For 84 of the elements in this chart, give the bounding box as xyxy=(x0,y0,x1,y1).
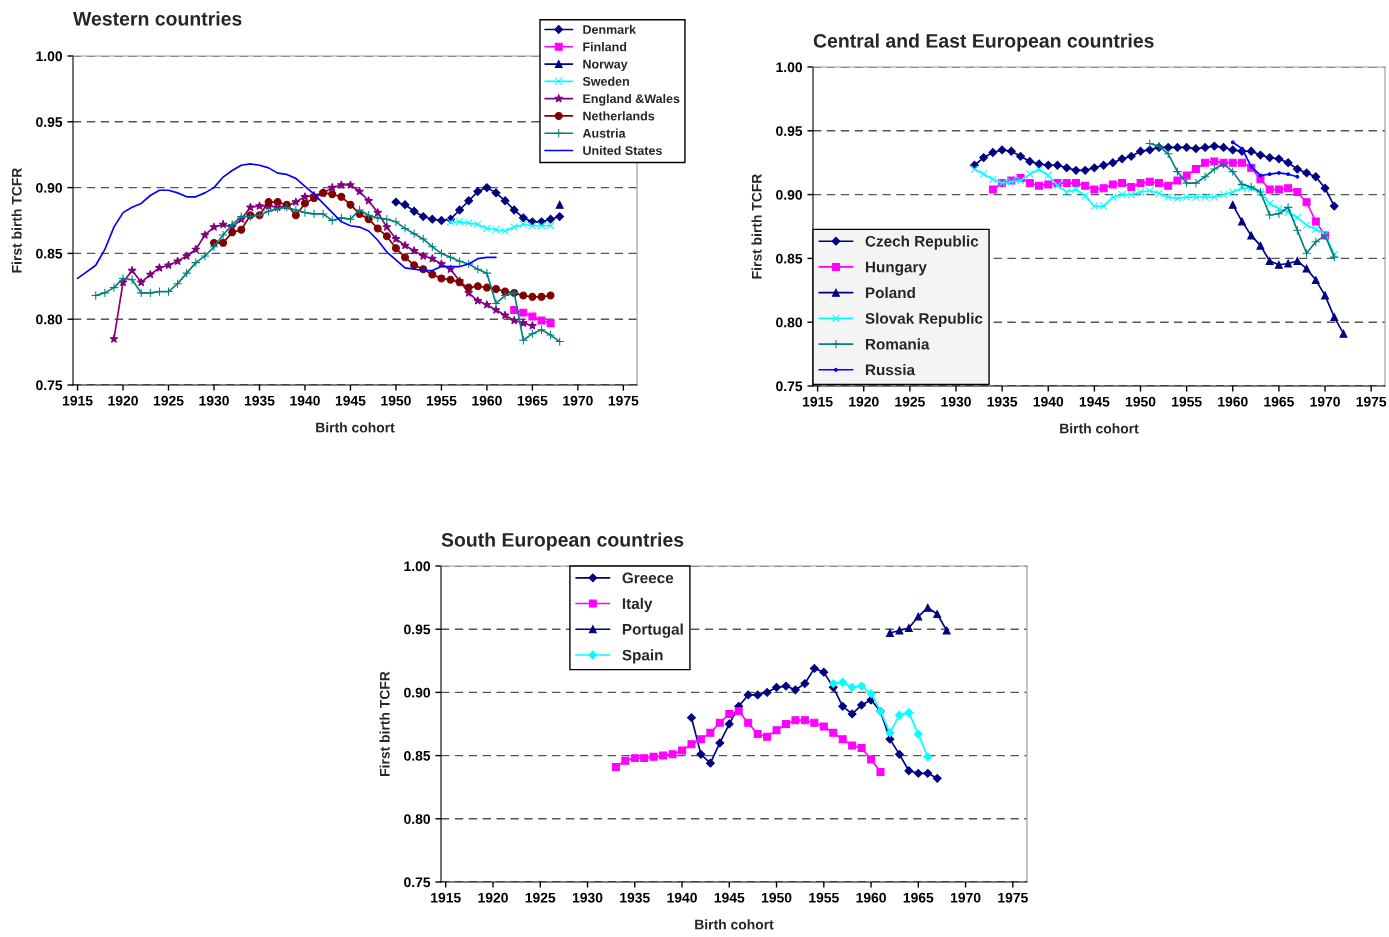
legend-label: Slovak Republic xyxy=(865,312,983,327)
y-tick-label: 0.90 xyxy=(36,182,63,193)
x-tick-label: 1970 xyxy=(1310,396,1340,407)
y-tick-label: 0.95 xyxy=(776,126,803,136)
legend-label: Austria xyxy=(582,128,626,138)
x-tick-label: 1915 xyxy=(803,396,833,407)
x-tick-label: 1920 xyxy=(849,396,879,407)
legend-label: Norway xyxy=(583,59,628,72)
legend-label: Finland xyxy=(583,42,627,52)
x-tick-label: 1940 xyxy=(1033,396,1064,407)
legend-label: Poland xyxy=(865,286,915,299)
legend-label: Sweden xyxy=(582,76,629,86)
y-axis-title: First birth TCFR xyxy=(11,167,22,273)
x-tick-label: 1955 xyxy=(1172,396,1202,407)
y-tick-label: 0.80 xyxy=(404,814,431,824)
y-tick-label: 0.80 xyxy=(36,314,63,325)
x-tick-label: 1975 xyxy=(998,892,1028,903)
y-tick-label: 0.85 xyxy=(776,253,803,264)
x-tick-label: 1915 xyxy=(62,395,93,406)
legend-label: Hungary xyxy=(865,261,927,276)
x-tick-label: 1940 xyxy=(667,892,697,903)
x-tick-label: 1940 xyxy=(290,395,320,406)
legend-label: Romania xyxy=(865,338,930,350)
x-tick-label: 1975 xyxy=(1356,396,1387,407)
y-tick-label: 0.90 xyxy=(776,189,803,200)
y-tick-label: 1.00 xyxy=(776,62,803,73)
x-tick-label: 1920 xyxy=(108,395,138,406)
x-tick-label: 1925 xyxy=(153,395,184,406)
x-tick-label: 1970 xyxy=(563,395,593,406)
x-tick-label: 1935 xyxy=(244,395,275,406)
x-tick-label: 1950 xyxy=(381,395,411,406)
x-tick-label: 1930 xyxy=(941,396,971,407)
x-tick-label: 1935 xyxy=(620,892,650,903)
x-tick-label: 1950 xyxy=(761,892,792,903)
y-tick-label: 0.85 xyxy=(36,248,63,259)
x-tick-label: 1930 xyxy=(199,395,229,406)
x-axis-title: Birth cohort xyxy=(1060,423,1139,434)
legend-label: Italy xyxy=(622,597,653,613)
x-tick-label: 1965 xyxy=(1264,396,1294,407)
y-tick-label: 0.75 xyxy=(36,380,63,391)
x-tick-label: 1945 xyxy=(714,892,745,903)
y-tick-label: 0.95 xyxy=(36,117,63,127)
chart-title: Central and East European countries xyxy=(813,33,1154,52)
x-tick-label: 1920 xyxy=(478,892,508,903)
legend-label: Denmark xyxy=(583,24,636,34)
y-tick-label: 0.75 xyxy=(404,877,431,888)
x-axis-title: Birth cohort xyxy=(695,919,774,930)
x-tick-label: 1930 xyxy=(572,892,603,903)
x-tick-label: 1955 xyxy=(809,892,839,903)
y-tick-label: 1.00 xyxy=(404,561,431,572)
x-tick-label: 1925 xyxy=(895,396,925,407)
legend-label: Netherlands xyxy=(583,111,655,121)
legend-label: Greece xyxy=(622,572,674,584)
x-tick-label: 1960 xyxy=(856,892,886,903)
y-tick-label: 0.95 xyxy=(404,624,431,635)
y-tick-label: 0.85 xyxy=(404,750,431,761)
x-tick-label: 1975 xyxy=(608,395,639,406)
legend-label: England &Wales xyxy=(583,93,680,106)
x-tick-label: 1950 xyxy=(1125,396,1156,407)
x-tick-label: 1965 xyxy=(903,892,934,903)
x-tick-label: 1945 xyxy=(1079,396,1110,407)
y-tick-label: 1.00 xyxy=(36,51,63,62)
x-tick-label: 1935 xyxy=(987,396,1018,407)
legend-label: Russia xyxy=(865,364,916,376)
x-tick-label: 1925 xyxy=(525,892,556,903)
y-tick-label: 0.80 xyxy=(776,317,803,328)
legend-label: United States xyxy=(583,145,662,155)
x-axis-title: Birth cohort xyxy=(316,422,395,433)
chart-title: Western countries xyxy=(73,11,242,26)
x-tick-label: 1970 xyxy=(950,892,981,903)
chart-title: South European countries xyxy=(441,532,684,551)
y-tick-label: 0.75 xyxy=(776,381,803,392)
x-tick-label: 1945 xyxy=(335,395,366,406)
x-tick-label: 1965 xyxy=(517,395,548,406)
x-tick-label: 1955 xyxy=(426,395,457,406)
x-tick-label: 1960 xyxy=(1218,396,1248,407)
legend-label: Spain xyxy=(622,649,663,664)
x-tick-label: 1915 xyxy=(431,892,461,903)
legend-label: Portugal xyxy=(622,623,683,638)
y-axis-title: First birth TCFR xyxy=(379,671,390,776)
y-tick-label: 0.90 xyxy=(404,687,431,698)
x-tick-label: 1960 xyxy=(472,395,502,406)
y-axis-title: First birth TCFR xyxy=(751,173,762,279)
legend-label: Czech Republic xyxy=(865,235,979,250)
